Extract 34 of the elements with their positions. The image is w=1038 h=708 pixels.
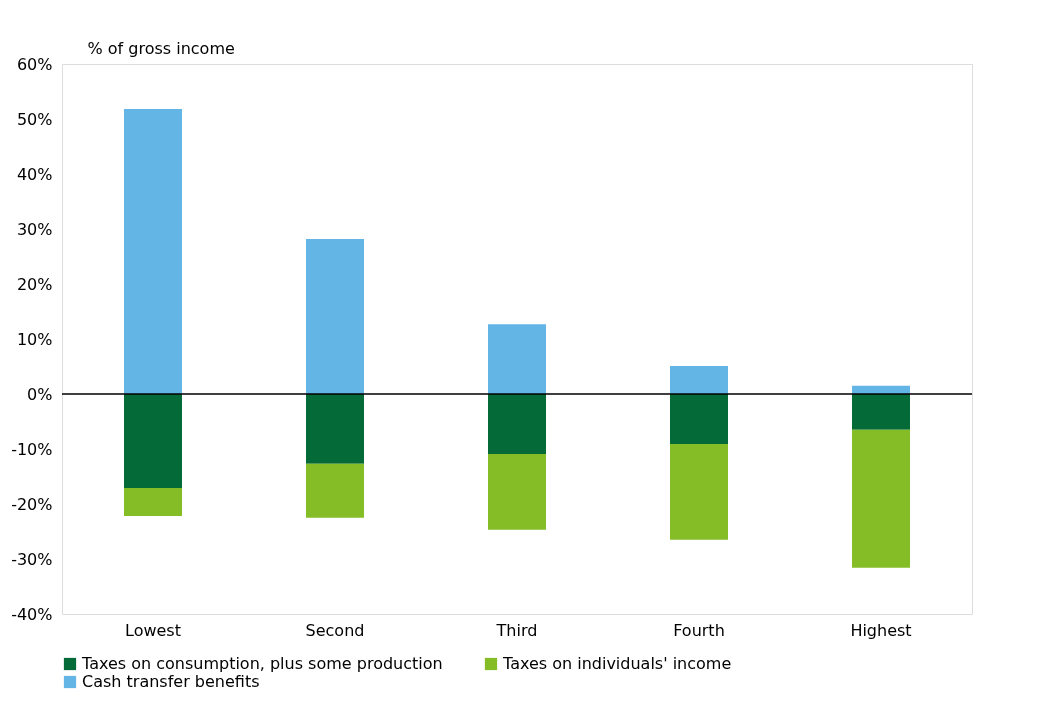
bar bbox=[306, 463, 364, 518]
bar bbox=[670, 365, 728, 394]
bar bbox=[124, 488, 182, 517]
x-tick-label: Fourth bbox=[673, 620, 725, 640]
y-tick-label: 0% bbox=[27, 384, 53, 404]
y-tick-label: 40% bbox=[16, 164, 53, 184]
legend-label: Cash transfer benefits bbox=[82, 672, 260, 691]
legend-label: Taxes on consumption, plus some production bbox=[81, 654, 443, 673]
y-tick-label: -10% bbox=[11, 439, 53, 459]
y-tick-label: 30% bbox=[16, 219, 53, 239]
x-tick-label: Highest bbox=[850, 620, 912, 640]
bar bbox=[488, 394, 546, 454]
y-axis-title: % of gross income bbox=[87, 38, 235, 58]
bar bbox=[488, 453, 546, 530]
x-tick-label: Lowest bbox=[125, 620, 181, 640]
y-tick-label: -30% bbox=[11, 549, 53, 569]
bar bbox=[306, 238, 364, 394]
bar bbox=[306, 394, 364, 464]
y-tick-label: -20% bbox=[11, 494, 53, 514]
bar bbox=[124, 394, 182, 489]
bar bbox=[852, 429, 910, 568]
bar bbox=[670, 444, 728, 540]
legend-label: Taxes on individuals' income bbox=[502, 654, 732, 673]
y-tick-label: 10% bbox=[16, 329, 53, 349]
bar bbox=[670, 394, 728, 445]
y-tick-label: -40% bbox=[11, 604, 53, 624]
x-tick-label: Second bbox=[305, 620, 365, 640]
x-tick-label: Third bbox=[495, 620, 538, 640]
y-tick-label: 20% bbox=[16, 274, 53, 294]
y-tick-label: 50% bbox=[16, 109, 53, 129]
bar bbox=[124, 109, 182, 394]
bar bbox=[852, 394, 910, 430]
bar bbox=[488, 324, 546, 394]
y-tick-label: 60% bbox=[16, 54, 53, 74]
